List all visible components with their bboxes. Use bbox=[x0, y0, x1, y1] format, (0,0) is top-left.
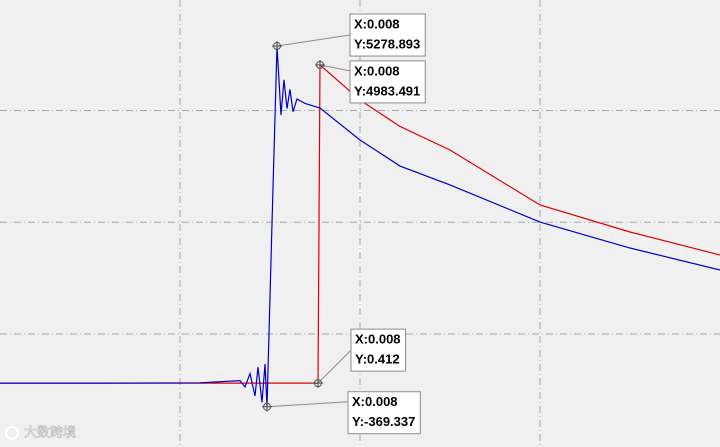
series-line bbox=[0, 46, 720, 407]
series-line bbox=[0, 63, 720, 384]
datatip: X:0.008 Y:5278.893 bbox=[272, 13, 426, 57]
datatip-y: Y:0.412 bbox=[355, 352, 400, 367]
lines bbox=[0, 46, 720, 407]
datatip-y: Y:-369.337 bbox=[352, 414, 415, 429]
watermark: 大数跨境 bbox=[24, 424, 76, 439]
watermark-icon bbox=[5, 426, 19, 440]
datatip-x: X:0.008 bbox=[355, 332, 401, 347]
datatip-marker bbox=[262, 401, 272, 412]
datatip-box bbox=[350, 328, 407, 372]
watermark-group: 大数跨境 bbox=[5, 424, 76, 440]
datatip-x: X:0.008 bbox=[354, 16, 400, 31]
datatip-marker bbox=[315, 59, 325, 70]
datatip-leader bbox=[317, 349, 352, 384]
datatip-marker bbox=[272, 41, 282, 52]
datatip: X:0.008 Y:0.412 bbox=[313, 328, 407, 389]
datatip-box bbox=[349, 60, 426, 104]
datatip-leader bbox=[319, 64, 351, 72]
datatip-leader bbox=[266, 401, 349, 408]
datatip-x: X:0.008 bbox=[352, 394, 398, 409]
datatip-marker bbox=[313, 378, 323, 389]
datatip-y: Y:4983.491 bbox=[354, 83, 420, 98]
datatip: X:0.008 Y:4983.491 bbox=[315, 59, 426, 104]
datatips: X:0.008Y:5278.893X:0.008Y:4983.491X:0.00… bbox=[262, 13, 426, 435]
datatip: X:0.008 Y:-369.337 bbox=[262, 391, 421, 435]
datatip-y: Y:5278.893 bbox=[354, 36, 420, 51]
datatip-leader bbox=[276, 34, 351, 47]
datatip-x: X:0.008 bbox=[354, 63, 400, 78]
datatip-box bbox=[347, 391, 421, 435]
